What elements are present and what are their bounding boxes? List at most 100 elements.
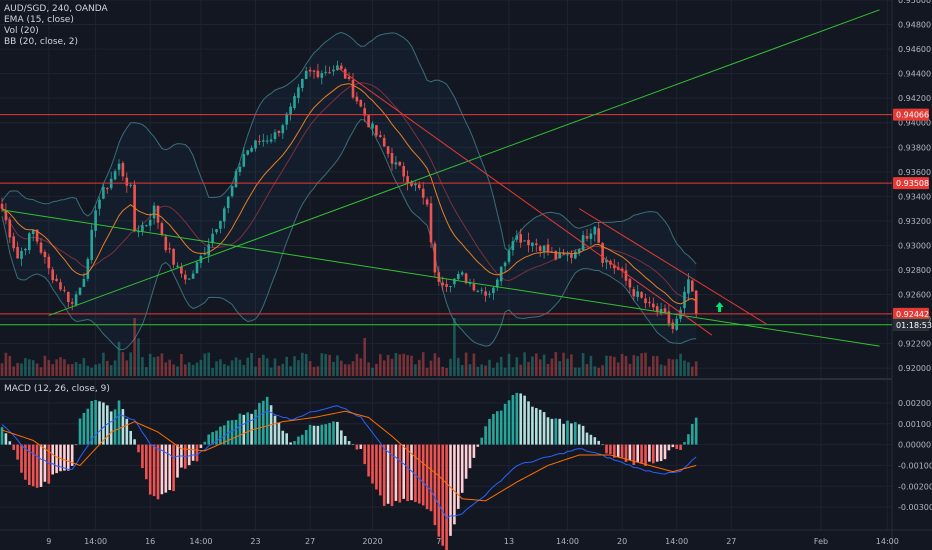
macd-histogram-bar	[515, 392, 519, 445]
volume-bar	[597, 367, 600, 376]
macd-histogram-bar	[511, 395, 515, 445]
volume-bar	[468, 364, 472, 376]
macd-histogram-bar	[597, 440, 600, 445]
macd-histogram-bar	[12, 444, 15, 450]
macd-histogram-bar	[246, 412, 249, 445]
macd-histogram-bar	[262, 400, 265, 445]
macd-histogram-bar	[593, 437, 597, 445]
volume-bar	[152, 357, 156, 376]
volume-bar	[234, 357, 238, 376]
ema-legend[interactable]: EMA (15, close)	[4, 15, 74, 25]
candle-body	[160, 223, 164, 235]
volume-bar	[449, 358, 452, 376]
volume-bar	[351, 361, 355, 376]
macd-histogram-bar	[531, 406, 534, 445]
macd-histogram-bar	[613, 444, 616, 458]
volume-bar	[347, 364, 351, 376]
volume-bar	[616, 362, 620, 376]
macd-histogram-bar	[421, 444, 425, 506]
macd-histogram-bar	[102, 402, 105, 445]
volume-bar	[172, 364, 175, 376]
volume-bar	[195, 362, 199, 376]
candle-body	[293, 96, 296, 109]
time-tick-label: Feb	[814, 537, 828, 546]
volume-bar	[375, 363, 378, 376]
candle-body	[234, 171, 238, 188]
macd-histogram-bar	[187, 444, 191, 466]
volume-bar	[70, 364, 74, 376]
candle-body	[542, 245, 546, 253]
candle-body	[187, 278, 191, 280]
time-tick-label: 13	[504, 537, 514, 546]
macd-histogram-bar	[191, 444, 195, 461]
candle-body	[398, 161, 402, 166]
volume-bar	[281, 363, 285, 376]
volume-bar	[219, 359, 222, 376]
macd-histogram-bar	[644, 444, 647, 466]
volume-bar	[316, 366, 320, 376]
trendlines[interactable]	[1, 9, 880, 347]
macd-histogram-bar	[566, 420, 569, 445]
volume-bar	[453, 318, 456, 376]
candle-body	[102, 187, 105, 199]
level-price-tag: 0.92442	[896, 310, 929, 319]
volume-bar	[226, 365, 230, 376]
macd-tick-label: 0.00100	[898, 420, 931, 429]
volume-bar	[644, 352, 647, 376]
macd-histogram-bar	[574, 422, 577, 445]
macd-histogram-bar	[277, 422, 281, 445]
candle-body	[211, 233, 214, 244]
macd-histogram-bar	[538, 409, 542, 445]
candle-body	[655, 306, 659, 313]
macd-histogram-bar	[164, 444, 168, 493]
macd-histogram-bar	[94, 400, 97, 445]
vol-legend[interactable]: Vol (20)	[4, 26, 39, 36]
time-tick-label: 14:00	[556, 537, 579, 546]
macd-histogram-bar	[211, 432, 214, 445]
volume-bar	[437, 357, 441, 376]
candle-body	[429, 203, 433, 243]
macd-legend-label[interactable]: MACD (12, 26, close, 9)	[4, 384, 110, 394]
macd-histogram-bar	[63, 444, 66, 471]
macd-histogram-bar	[4, 433, 8, 445]
candle-body	[35, 229, 39, 242]
macd-histogram-bar	[59, 444, 62, 472]
candle-body	[464, 273, 468, 284]
symbol-label[interactable]: AUD/SGD, 240, OANDA	[4, 4, 108, 14]
macd-histogram-bar	[289, 442, 292, 445]
macd-histogram-bar	[207, 434, 210, 445]
volume-bar	[98, 363, 101, 376]
candle-body	[480, 289, 483, 291]
candle-body	[441, 282, 444, 286]
volume-bar	[211, 367, 214, 376]
candle-body	[402, 166, 405, 177]
volume-bar	[51, 364, 54, 376]
candle-body	[55, 278, 58, 282]
macd-histogram-bar	[394, 444, 398, 501]
candle-body	[141, 225, 144, 232]
candle-body	[589, 233, 593, 239]
volume-bar	[63, 359, 66, 376]
candle-body	[687, 279, 690, 294]
volume-bar	[577, 367, 581, 376]
bb-legend[interactable]: BB (20, close, 2)	[4, 37, 79, 47]
signal-line	[1, 410, 697, 502]
candle-body	[605, 259, 608, 263]
candle-body	[207, 244, 210, 256]
candle-body	[39, 242, 43, 253]
volume-bar	[230, 360, 234, 376]
macd-histogram-bar	[328, 422, 331, 445]
candle-body	[145, 225, 148, 227]
macd-histogram-bar	[70, 444, 74, 466]
candle-body	[289, 106, 292, 116]
volume-bar	[0, 363, 4, 376]
candle-body	[230, 185, 234, 197]
price-tick-label: 0.93400	[898, 192, 931, 201]
candle-body	[90, 229, 93, 261]
macd-histogram-bar	[195, 444, 199, 462]
volume-bar	[156, 356, 160, 376]
volume-bar	[581, 353, 585, 376]
volume-bar	[624, 356, 628, 376]
macd-histogram-bar	[24, 444, 27, 480]
